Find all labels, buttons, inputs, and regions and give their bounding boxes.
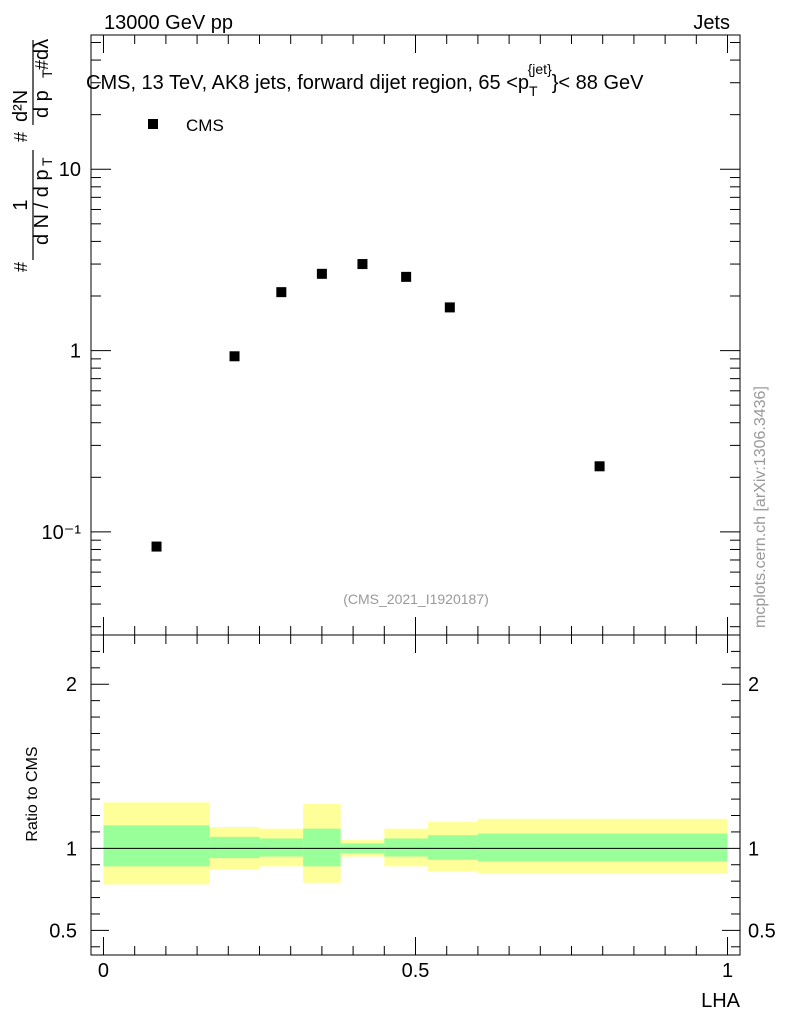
- plot-title-main: CMS, 13 TeV, AK8 jets, forward dijet reg…: [86, 72, 529, 94]
- ratio-y-tick-label-left-2: 2: [66, 674, 77, 696]
- watermark: mcplots.cern.ch [arXiv:1306.3436]: [752, 386, 769, 628]
- data-point-6: [444, 302, 455, 313]
- ratio-y-tick-label-right-2: 2: [748, 674, 759, 696]
- inner-band-7: [477, 833, 728, 862]
- x-tick-labels: 0 0.5 1: [98, 960, 733, 982]
- plot-title: CMS, 13 TeV, AK8 jets, forward dijet reg…: [86, 61, 644, 99]
- data-point-0: [151, 541, 162, 552]
- y-title-hash-right: #: [32, 60, 52, 70]
- ratio-y-label: Ratio to CMS: [24, 746, 41, 841]
- main-y-tick-label-0: 10⁻¹: [42, 522, 82, 544]
- data-point-1: [229, 351, 240, 362]
- y-title-one: 1: [10, 199, 32, 210]
- main-y-tick-label-1: 1: [70, 341, 81, 363]
- legend-label-cms: CMS: [186, 116, 224, 135]
- y-title-hash-mid: #: [11, 132, 31, 142]
- y-axis-title: # 1 d N / d p T # d²N d p T # dλ: [10, 39, 55, 272]
- y-title-hash-left: #: [11, 262, 31, 272]
- x-tick-label-0: 0: [98, 960, 109, 982]
- plot-title-sup: {jet}: [528, 61, 552, 77]
- analysis-id: (CMS_2021_I1920187): [343, 591, 489, 607]
- data-point-3: [316, 268, 327, 279]
- ratio-axis-ticks: [91, 635, 740, 955]
- y-title-dlambda: dλ: [31, 39, 53, 60]
- ratio-uncertainty-bands: [103, 802, 728, 885]
- ratio-y-tick-label-left-1: 1: [66, 838, 77, 860]
- data-point-4: [357, 259, 368, 270]
- y-title-T: T: [39, 157, 55, 166]
- main-y-tick-labels: 10⁻¹ 1 10: [42, 159, 82, 544]
- inner-band-6: [427, 835, 478, 860]
- data-point-7: [594, 461, 605, 472]
- cms-data-points: [151, 259, 605, 552]
- plot-title-tail: }< 88 GeV: [552, 72, 644, 94]
- x-axis-label: LHA: [701, 990, 741, 1012]
- inner-band-1: [209, 836, 260, 859]
- inner-band-3: [303, 828, 341, 867]
- energy-label: 13000 GeV pp: [104, 12, 233, 34]
- data-point-2: [276, 287, 287, 298]
- x-tick-label-2: 1: [722, 960, 733, 982]
- data-point-5: [401, 271, 412, 282]
- inner-band-5: [384, 838, 428, 857]
- main-y-tick-label-2: 10: [59, 159, 81, 181]
- ratio-y-tick-label-left-0: 0.5: [49, 920, 77, 942]
- ratio-plot-frame: [90, 634, 741, 956]
- ratio-y-tick-labels: 0.5 1 2 0.5 1 2: [49, 674, 776, 942]
- y-title-dp: d p: [31, 90, 53, 118]
- y-title-d2N: d²N: [10, 90, 32, 122]
- inner-band-0: [103, 825, 210, 867]
- ratio-y-tick-label-right-1: 1: [748, 838, 759, 860]
- plot-title-sub: T: [529, 83, 538, 99]
- x-tick-label-1: 0.5: [402, 960, 430, 982]
- category-label: Jets: [693, 12, 730, 34]
- y-title-T-2: T: [39, 69, 55, 78]
- main-axis-ticks: [91, 35, 740, 635]
- legend-marker-cms: [148, 119, 158, 129]
- inner-band-2: [259, 838, 304, 857]
- y-title-dN: d N / d p: [31, 169, 53, 245]
- ratio-y-tick-label-right-0: 0.5: [748, 920, 776, 942]
